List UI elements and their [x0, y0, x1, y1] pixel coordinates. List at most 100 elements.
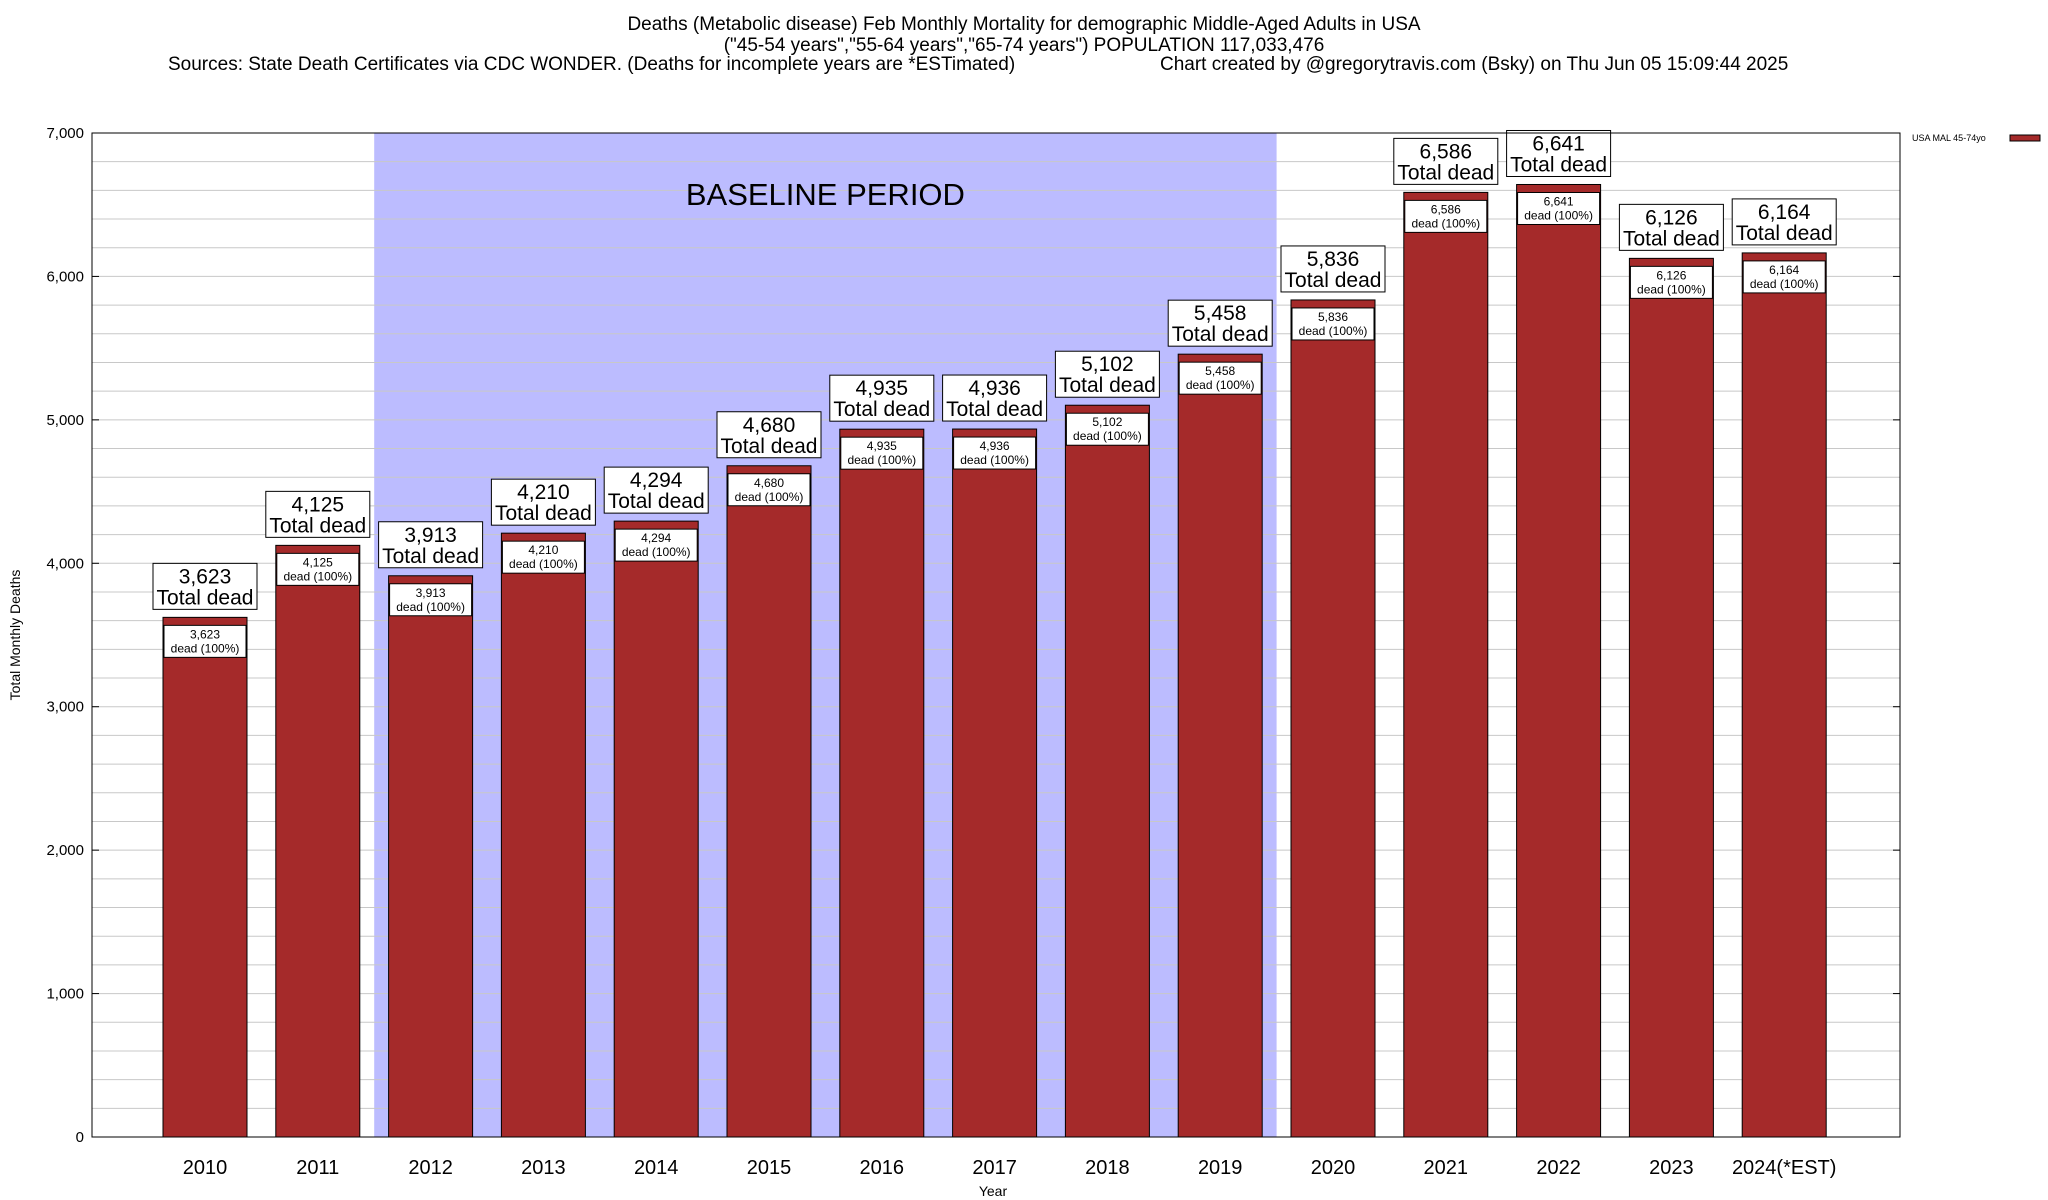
- inner-value-label: 4,936: [980, 439, 1010, 453]
- inner-percent-label: dead (100%): [960, 453, 1029, 467]
- inner-value-label: 4,125: [303, 555, 333, 569]
- y-tick-label: 4,000: [46, 555, 84, 572]
- bar: [726, 465, 812, 1138]
- inner-label-box: [1517, 191, 1601, 225]
- inner-percent-label: dead (100%): [847, 453, 916, 467]
- inner-value-label: 4,294: [641, 531, 671, 545]
- inner-percent-label: dead (100%): [509, 557, 578, 571]
- x-tick-label: 2020: [1311, 1157, 1356, 1179]
- inner-label-box: [1629, 265, 1713, 299]
- inner-value-label: 3,623: [190, 627, 220, 641]
- inner-label-box: [501, 540, 585, 574]
- top-label-box: [1054, 350, 1160, 398]
- inner-percent-label: dead (100%): [171, 641, 240, 655]
- plot-border: [91, 132, 1901, 1138]
- bar: [1628, 257, 1714, 1138]
- top-total-label: Total dead: [1172, 323, 1269, 346]
- top-total-label: Total dead: [1397, 161, 1494, 184]
- top-label-box: [1167, 299, 1273, 347]
- chart-subtitle: ("45-54 years","55-64 years","65-74 year…: [723, 35, 1325, 56]
- top-value-label: 6,641: [1532, 132, 1585, 155]
- bar: [1516, 183, 1602, 1138]
- top-total-label: Total dead: [608, 490, 705, 513]
- x-tick-label: 2010: [183, 1157, 228, 1179]
- top-label-box: [378, 521, 484, 569]
- sources-text: Sources: State Death Certificates via CD…: [168, 54, 1016, 75]
- top-value-label: 5,458: [1194, 302, 1247, 325]
- x-tick-label: 2012: [408, 1157, 453, 1179]
- inner-value-label: 6,586: [1431, 202, 1461, 216]
- x-tick-label: 2016: [860, 1157, 905, 1179]
- y-tick-label: 3,000: [46, 699, 84, 716]
- x-tick-label: 2013: [521, 1157, 566, 1179]
- bar: [500, 532, 586, 1138]
- inner-label-box: [953, 436, 1037, 470]
- bar: [839, 428, 925, 1138]
- top-value-label: 4,935: [856, 377, 909, 400]
- inner-percent-label: dead (100%): [1411, 216, 1480, 230]
- inner-value-label: 6,641: [1544, 194, 1574, 208]
- top-label-box: [1618, 203, 1724, 251]
- top-value-label: 4,125: [292, 493, 345, 516]
- y-tick-label: 1,000: [46, 986, 84, 1003]
- x-tick-label: 2011: [296, 1157, 339, 1179]
- top-label-box: [152, 562, 258, 610]
- legend-swatch: [2009, 134, 2041, 142]
- top-label-box: [716, 411, 822, 459]
- x-tick-label: 2017: [972, 1157, 1017, 1179]
- y-tick-label: 2,000: [46, 842, 84, 859]
- x-tick-label: 2018: [1085, 1157, 1130, 1179]
- top-total-label: Total dead: [1510, 153, 1607, 176]
- bar: [1177, 353, 1263, 1138]
- inner-value-label: 6,164: [1769, 263, 1799, 277]
- y-tick-label: 0: [76, 1129, 84, 1146]
- x-tick-label: 2019: [1198, 1157, 1243, 1179]
- inner-percent-label: dead (100%): [1073, 429, 1142, 443]
- top-label-box: [1506, 129, 1612, 177]
- top-label-box: [265, 490, 371, 538]
- top-label-box: [942, 374, 1048, 422]
- y-axis-title: Total Monthly Deaths: [7, 570, 23, 701]
- inner-value-label: 3,913: [416, 586, 446, 600]
- x-tick-label: 2021: [1424, 1157, 1469, 1179]
- chart-title: Deaths (Metabolic disease) Feb Monthly M…: [627, 14, 1421, 35]
- inner-label-box: [1742, 260, 1826, 294]
- top-value-label: 4,680: [743, 414, 796, 437]
- bar: [1741, 252, 1827, 1138]
- bar: [162, 616, 248, 1138]
- inner-label-box: [1404, 199, 1488, 233]
- bar: [952, 428, 1038, 1138]
- inner-label-box: [276, 552, 360, 586]
- inner-percent-label: dead (100%): [283, 569, 352, 583]
- inner-percent-label: dead (100%): [1299, 324, 1368, 338]
- inner-value-label: 5,836: [1318, 310, 1348, 324]
- inner-value-label: 4,210: [528, 543, 558, 557]
- inner-value-label: 6,126: [1656, 268, 1686, 282]
- x-tick-label: 2024(*EST): [1732, 1157, 1837, 1179]
- x-axis-title: Year: [979, 1183, 1008, 1199]
- top-value-label: 6,126: [1645, 206, 1698, 229]
- bar: [1403, 191, 1489, 1138]
- inner-percent-label: dead (100%): [1524, 208, 1593, 222]
- inner-percent-label: dead (100%): [1750, 277, 1819, 291]
- top-total-label: Total dead: [833, 398, 930, 421]
- top-total-label: Total dead: [382, 545, 479, 568]
- top-label-box: [1731, 198, 1837, 246]
- inner-label-box: [840, 436, 924, 470]
- inner-percent-label: dead (100%): [622, 545, 691, 559]
- inner-percent-label: dead (100%): [396, 600, 465, 614]
- top-value-label: 4,210: [517, 481, 570, 504]
- inner-label-box: [1178, 361, 1262, 395]
- inner-label-box: [727, 473, 811, 507]
- bar: [388, 575, 474, 1138]
- inner-value-label: 5,458: [1205, 364, 1235, 378]
- inner-value-label: 4,680: [754, 476, 784, 490]
- chart-title-block: Deaths (Metabolic disease) Feb Monthly M…: [0, 14, 2048, 56]
- top-label-box: [490, 478, 596, 526]
- top-label-box: [829, 374, 935, 422]
- top-total-label: Total dead: [157, 586, 254, 609]
- y-tick-label: 6,000: [46, 268, 84, 285]
- inner-label-box: [389, 583, 473, 617]
- bar: [613, 520, 699, 1138]
- inner-label-box: [163, 624, 247, 658]
